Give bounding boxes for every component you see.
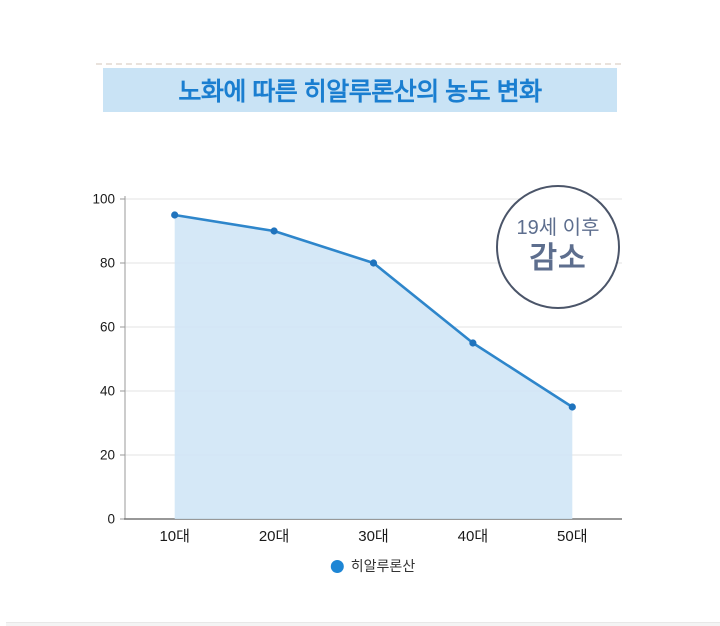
y-tick-label: 40: [100, 384, 115, 399]
x-tick-label: 20대: [259, 528, 290, 545]
data-point: [270, 227, 278, 235]
y-tick-label: 60: [100, 320, 115, 335]
data-point: [369, 259, 378, 267]
x-tick-label: 40대: [458, 528, 489, 545]
page-title: 노화에 따른 히알루론산의 농도 변화: [178, 78, 542, 106]
chart-legend: 히알루론산: [330, 556, 416, 576]
y-tick-label: 80: [100, 256, 115, 271]
legend-dot-icon: [330, 559, 344, 573]
annotation-line2: 감소: [529, 242, 587, 276]
next-section-edge: [6, 622, 720, 626]
annotation-line1: 19세 이후: [516, 217, 600, 240]
title-banner: 노화에 따른 히알루론산의 농도 변화: [103, 68, 617, 112]
x-tick-label: 10대: [159, 528, 190, 545]
y-tick-label: 0: [107, 512, 115, 527]
data-point: [171, 211, 179, 219]
legend-label: 히알루론산: [350, 558, 416, 574]
area-fill: [174, 215, 573, 519]
x-tick-label: 50대: [557, 528, 588, 545]
decrease-annotation-badge: 19세 이후 감소: [496, 185, 620, 309]
data-point: [568, 403, 576, 411]
x-tick-label: 30대: [358, 528, 389, 545]
y-tick-label: 20: [100, 448, 115, 463]
y-tick-label: 100: [92, 192, 115, 207]
data-point: [469, 339, 477, 347]
top-dashed-divider: [96, 63, 621, 65]
